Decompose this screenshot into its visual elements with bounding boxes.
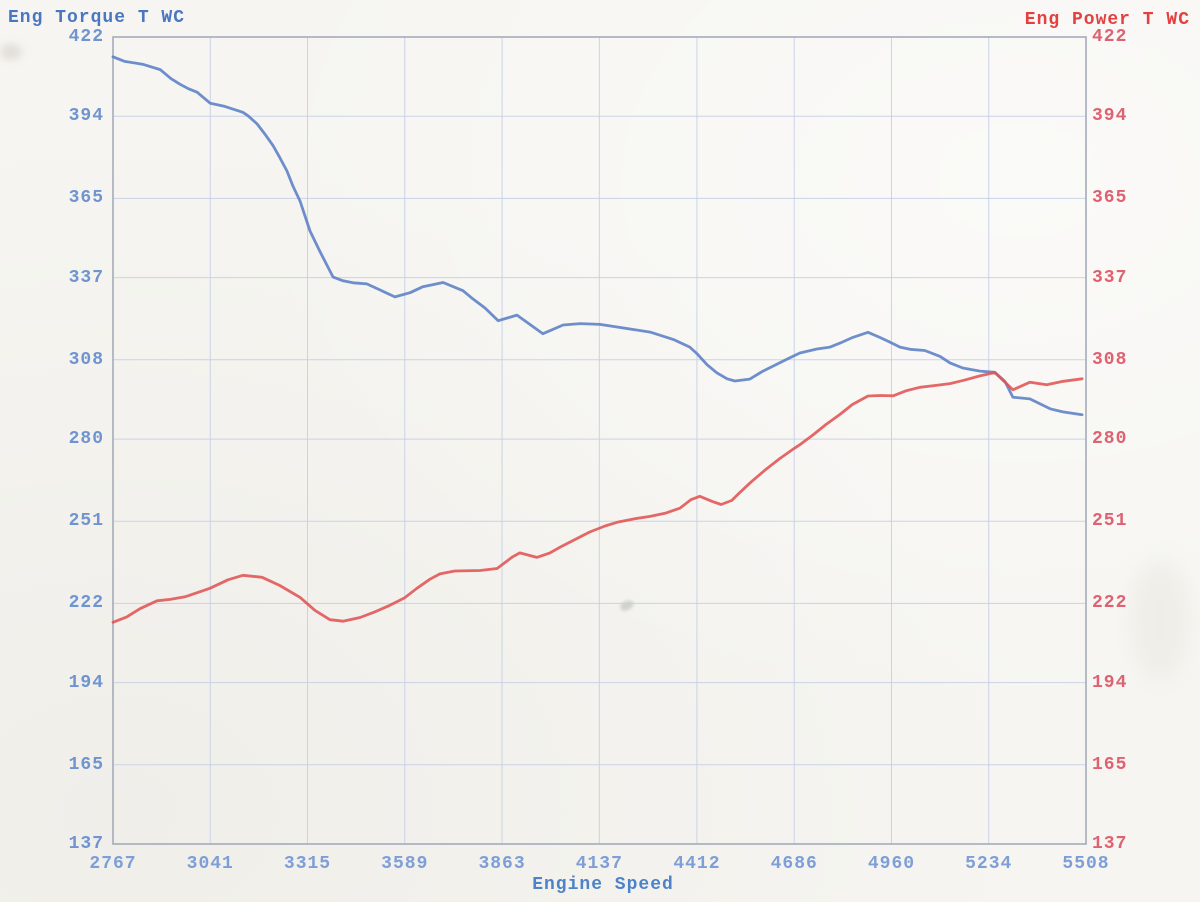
y-tick-right: 365 (1092, 188, 1128, 209)
y-tick-left: 137 (68, 834, 104, 854)
y-tick-right: 308 (1092, 349, 1128, 370)
right-axis-title: Eng Power T WC (1024, 10, 1190, 30)
y-tick-right: 280 (1092, 429, 1128, 450)
y-tick-right: 194 (1092, 672, 1128, 693)
y-tick-right: 222 (1092, 593, 1128, 614)
power-curve (111, 371, 1084, 624)
y-tick-left: 337 (68, 267, 104, 288)
y-tick-left: 194 (68, 672, 104, 693)
y-tick-left: 280 (68, 429, 104, 450)
x-tick: 4137 (575, 854, 623, 874)
y-tick-left: 222 (68, 593, 104, 614)
x-tick: 5234 (965, 854, 1013, 874)
x-tick: 4960 (867, 854, 916, 874)
y-tick-right: 422 (1092, 27, 1128, 47)
left-axis-title: Eng Torque T WC (8, 8, 186, 28)
y-tick-right: 165 (1092, 754, 1128, 775)
x-tick: 3589 (381, 854, 429, 874)
y-tick-left: 308 (68, 349, 104, 370)
x-tick: 4686 (770, 854, 818, 874)
plot-border (112, 36, 1087, 845)
x-tick: 3863 (478, 854, 526, 874)
x-tick: 3315 (283, 854, 332, 874)
y-tick-right: 394 (1092, 106, 1128, 127)
torque-curve (111, 55, 1084, 417)
y-tick-right: 251 (1092, 511, 1128, 532)
y-tick-right: 337 (1092, 267, 1128, 288)
x-tick: 2767 (89, 854, 137, 874)
x-tick: 5508 (1062, 854, 1110, 874)
y-tick-right: 137 (1092, 834, 1128, 854)
x-tick: 4412 (673, 854, 721, 874)
y-tick-left: 165 (68, 754, 104, 775)
y-tick-left: 394 (68, 106, 104, 127)
y-tick-left: 251 (68, 511, 104, 532)
y-tick-left: 422 (68, 27, 104, 47)
x-axis-label: Engine Speed (532, 875, 674, 895)
x-tick: 3041 (186, 854, 234, 874)
y-tick-left: 365 (68, 188, 104, 209)
